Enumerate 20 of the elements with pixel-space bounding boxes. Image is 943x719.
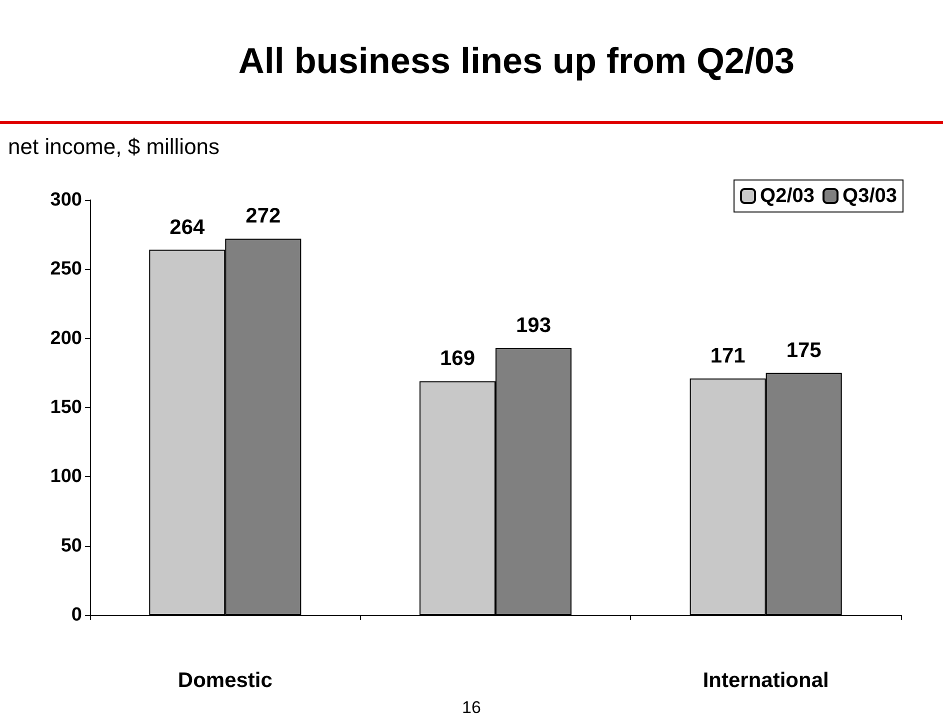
legend-label: Q2/03 bbox=[760, 185, 815, 207]
legend-label: Q3/03 bbox=[842, 185, 897, 207]
y-tick-label: 250 bbox=[50, 258, 82, 280]
y-tick-label: 200 bbox=[50, 328, 82, 349]
y-tick-label: 300 bbox=[50, 190, 82, 210]
y-tick-label: 100 bbox=[50, 466, 82, 488]
x-tick-label: Domestic bbox=[178, 669, 273, 692]
data-label: 264 bbox=[170, 216, 205, 239]
y-axis-title: net income, $ millions bbox=[8, 134, 220, 160]
y-tick-label: 0 bbox=[71, 604, 82, 626]
y-tick-label: 150 bbox=[50, 397, 82, 418]
data-label: 169 bbox=[440, 347, 476, 370]
data-label: 193 bbox=[516, 314, 552, 338]
chart-title: All business lines up from Q2/03 bbox=[0, 0, 943, 124]
data-label: 175 bbox=[786, 338, 822, 362]
y-tick-label: 50 bbox=[60, 535, 82, 556]
x-tick-label: International bbox=[702, 669, 829, 692]
text: 16 bbox=[461, 698, 482, 718]
data-label: 171 bbox=[710, 344, 746, 368]
data-label: 272 bbox=[246, 204, 281, 228]
